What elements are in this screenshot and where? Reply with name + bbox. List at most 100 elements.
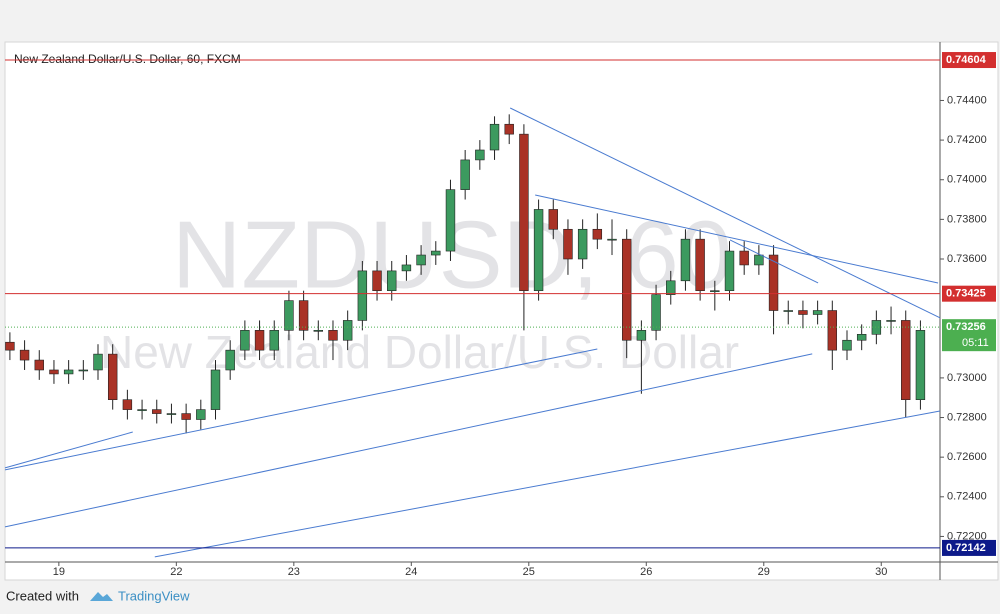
x-tick-label: 30	[875, 566, 887, 578]
y-tick-label: 0.73000	[947, 372, 987, 384]
candle-body	[636, 330, 647, 341]
candle-body	[577, 228, 588, 260]
plot	[4, 107, 941, 558]
candle-body	[768, 254, 779, 311]
candle-body	[798, 310, 808, 315]
trend-line	[4, 431, 133, 469]
candle-body	[19, 349, 30, 361]
candle-body	[107, 353, 118, 400]
last-price-label: 0.73256	[946, 321, 986, 333]
price-label: 0.72142	[946, 542, 986, 554]
trend-line	[4, 348, 598, 471]
candle-body	[181, 413, 191, 420]
price-label: 0.74604	[946, 54, 987, 66]
candle-body	[886, 320, 896, 322]
candle-body	[739, 250, 749, 266]
chart-title: New Zealand Dollar/U.S. Dollar, 60, FXCM	[14, 52, 241, 66]
candle-body	[842, 339, 852, 351]
candle-body	[93, 353, 103, 371]
candle-body	[915, 330, 926, 400]
price-label: 0.73425	[946, 288, 986, 300]
candle-body	[856, 334, 867, 341]
candle-body	[533, 209, 544, 292]
y-tick-label: 0.72800	[947, 411, 987, 423]
candle-body	[313, 330, 324, 332]
y-tick-label: 0.73600	[947, 253, 987, 265]
candle-body	[901, 320, 911, 400]
x-tick-label: 25	[523, 566, 535, 578]
y-tick-label: 0.74200	[947, 134, 987, 146]
trend-line	[154, 410, 941, 558]
tradingview-logo	[90, 592, 113, 601]
y-tick-label: 0.72600	[947, 451, 987, 463]
price-label-box	[942, 52, 996, 69]
x-tick-label: 22	[170, 566, 182, 578]
candle-body	[504, 123, 514, 135]
candle-body	[871, 320, 882, 335]
candle-body	[137, 409, 147, 411]
candle-body	[621, 238, 632, 341]
candle-body	[78, 369, 89, 372]
candle-body	[695, 238, 705, 292]
candle-body	[724, 250, 735, 292]
candle-body	[210, 369, 221, 410]
candle-body	[651, 294, 661, 331]
candle-body	[460, 159, 470, 190]
footer-text: Created with	[6, 588, 79, 603]
candle-body	[710, 290, 720, 293]
candle-body	[827, 310, 838, 351]
candle-body	[666, 280, 676, 295]
candle-body	[49, 369, 59, 375]
candle-body	[754, 254, 764, 266]
candle-body	[592, 228, 603, 240]
candle-body	[563, 228, 573, 260]
x-tick-label: 29	[758, 566, 770, 578]
candle-body	[387, 270, 397, 292]
candle-body	[401, 264, 412, 272]
candle-body	[5, 341, 15, 351]
price-label-box	[942, 539, 996, 556]
candle-body	[240, 330, 250, 351]
x-tick-label: 19	[53, 566, 65, 578]
candle-body	[225, 349, 235, 371]
footer-brand[interactable]: TradingView	[118, 588, 190, 603]
x-tick-label: 24	[405, 566, 417, 578]
candle-body	[357, 270, 368, 321]
candle-body	[254, 330, 265, 351]
candle-body	[607, 238, 617, 241]
trend-line	[729, 239, 819, 284]
candle-body	[63, 369, 74, 375]
last-price-box	[942, 319, 996, 352]
candle-body	[489, 123, 500, 151]
y-tick-label: 0.72200	[947, 530, 987, 542]
candle-body	[548, 209, 558, 230]
candle-body	[284, 300, 294, 331]
candle-body	[34, 359, 44, 371]
trend-line	[4, 353, 813, 528]
candle-body	[269, 330, 279, 351]
x-tick-label: 23	[288, 566, 300, 578]
trend-line	[509, 107, 941, 319]
candle-body	[431, 250, 441, 256]
y-tick-label: 0.74000	[947, 174, 987, 186]
candle-body	[328, 330, 338, 341]
candle-body	[196, 409, 206, 420]
candle-body	[475, 149, 485, 161]
candle-body	[342, 320, 353, 341]
countdown: 05:11	[962, 337, 989, 349]
x-tick-label: 26	[640, 566, 652, 578]
watermark-name: New Zealand Dollar/U.S. Dollar	[100, 326, 739, 378]
candle-body	[298, 300, 309, 331]
candle-body	[122, 399, 133, 410]
chart-panel	[4, 41, 999, 581]
candle-body	[519, 133, 529, 292]
candle-body	[445, 189, 456, 252]
candle-body	[783, 310, 793, 312]
price-label-box	[942, 285, 996, 302]
y-tick-label: 0.72400	[947, 491, 987, 503]
candle-body	[152, 409, 162, 414]
y-tick-label: 0.73800	[947, 213, 987, 225]
candle-body	[812, 310, 823, 315]
